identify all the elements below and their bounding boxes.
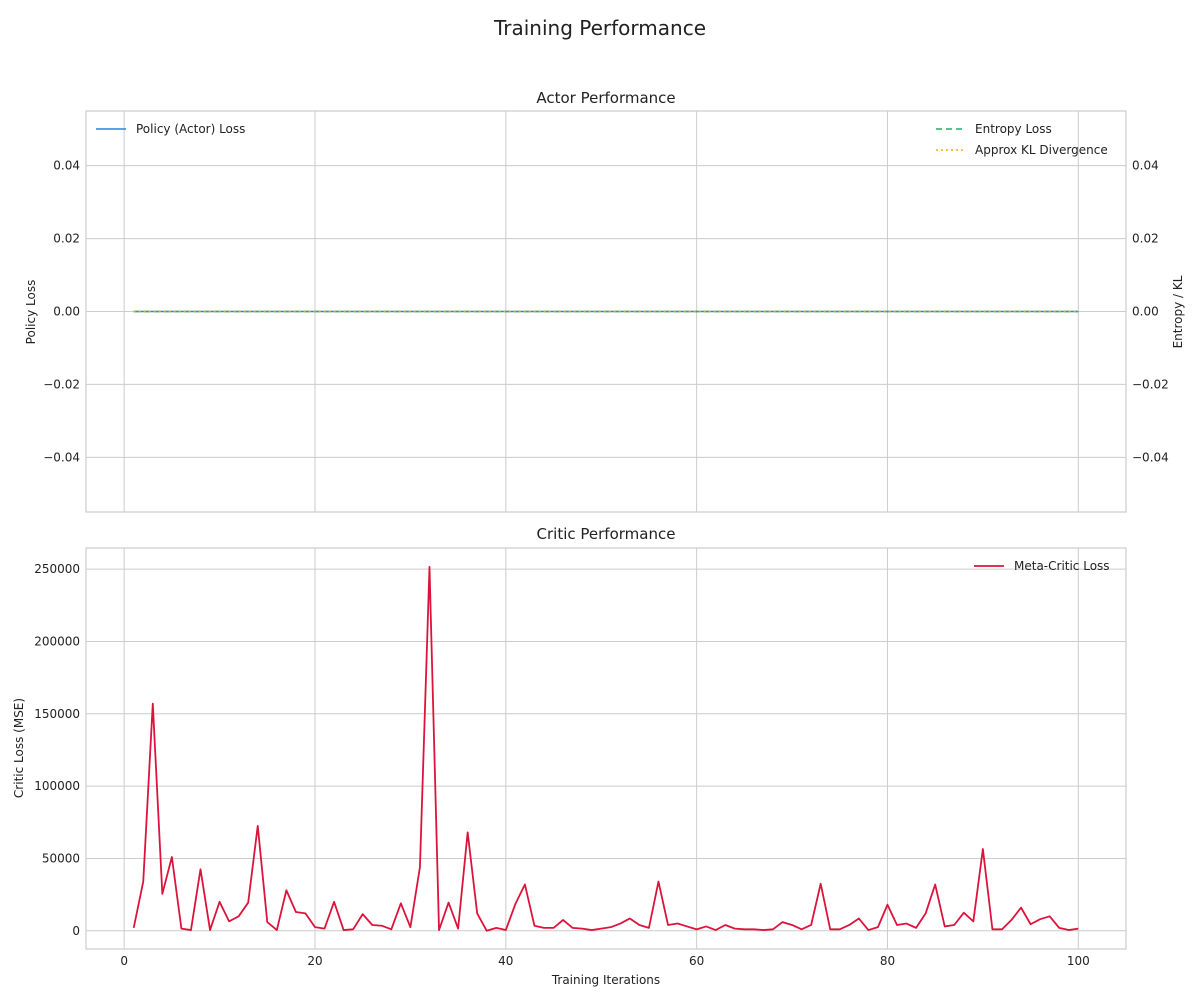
actor-y2-tick-label: −0.02 bbox=[1132, 377, 1169, 391]
actor-y-tick-label: 0.04 bbox=[53, 159, 80, 173]
actor-y2-tick-label: 0.00 bbox=[1132, 305, 1159, 319]
critic-x-tick-label: 0 bbox=[120, 954, 128, 968]
critic-x-tick-label: 60 bbox=[689, 954, 704, 968]
critic-y-axis-label: Critic Loss (MSE) bbox=[12, 698, 26, 798]
meta-critic-loss-line bbox=[132, 566, 1079, 932]
actor-y-tick-label: −0.04 bbox=[43, 450, 80, 464]
critic-y-tick-label: 200000 bbox=[34, 634, 80, 648]
actor-y2-tick-label: 0.04 bbox=[1132, 159, 1159, 173]
critic-x-tick-label: 40 bbox=[498, 954, 513, 968]
actor-y-tick-label: 0.02 bbox=[53, 232, 80, 246]
critic-axes-frame bbox=[85, 547, 1127, 950]
actor-y-tick-label: 0.00 bbox=[53, 305, 80, 319]
actor-y2-tick-label: 0.02 bbox=[1132, 232, 1159, 246]
actor-performance-axes: Actor Performance Policy Loss Entropy / … bbox=[24, 89, 1185, 513]
critic-y-tick-label: 100000 bbox=[34, 779, 80, 793]
critic-x-tick-label: 80 bbox=[880, 954, 895, 968]
actor-y-tick-label: −0.02 bbox=[43, 377, 80, 391]
critic-x-tick-label: 20 bbox=[307, 954, 322, 968]
critic-x-axis-label: Training Iterations bbox=[551, 973, 660, 987]
critic-performance-axes: Critic Performance Critic Loss (MSE) Tra… bbox=[12, 525, 1127, 987]
actor-axes-frame bbox=[85, 110, 1127, 513]
critic-axes-title: Critic Performance bbox=[537, 525, 676, 543]
actor-y2-tick-label: −0.04 bbox=[1132, 450, 1169, 464]
actor-y2-axis-label: Entropy / KL bbox=[1171, 275, 1185, 348]
actor-axes-title: Actor Performance bbox=[536, 89, 675, 107]
critic-y-tick-label: 250000 bbox=[34, 562, 80, 576]
actor-y-axis-label: Policy Loss bbox=[24, 280, 38, 345]
legend-label-policy-loss: Policy (Actor) Loss bbox=[136, 122, 245, 136]
critic-x-tick-label: 100 bbox=[1067, 954, 1090, 968]
legend-label-entropy-loss: Entropy Loss bbox=[975, 122, 1052, 136]
critic-y-tick-label: 0 bbox=[72, 924, 80, 938]
legend-label-kl-divergence: Approx KL Divergence bbox=[975, 143, 1108, 157]
legend-label-meta-critic-loss: Meta-Critic Loss bbox=[1014, 559, 1110, 573]
critic-y-tick-label: 50000 bbox=[42, 851, 80, 865]
critic-y-tick-label: 150000 bbox=[34, 707, 80, 721]
figure-title: Training Performance bbox=[493, 16, 706, 40]
